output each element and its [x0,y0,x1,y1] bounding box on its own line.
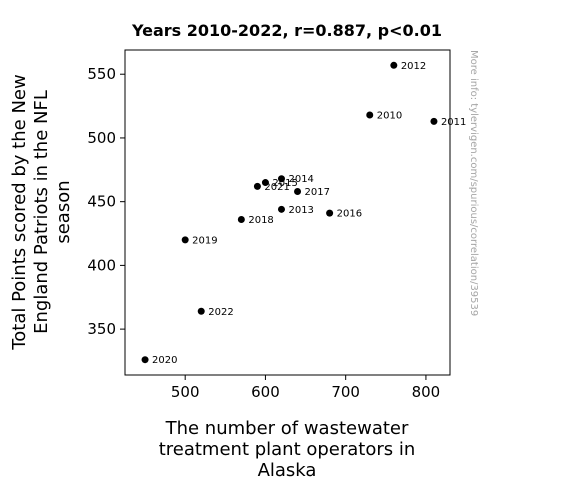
point-label: 2022 [208,307,233,318]
y-axis-title: Total Points scored by the NewEngland Pa… [9,74,74,350]
x-axis-title: The number of wastewater treatment plant … [159,418,416,481]
watermark-text: More info: tylervigen.com/spurious/corre… [468,50,479,316]
y-tick-label: 550 [87,65,116,83]
data-point [181,236,189,244]
y-tick-label: 450 [87,193,116,211]
data-point [253,182,261,190]
data-point [197,307,205,315]
y-tick-label: 400 [87,256,116,274]
x-tick-label: 700 [331,383,360,401]
point-label: 2011 [441,117,466,128]
data-point [390,61,398,69]
data-point [326,209,334,217]
data-point [430,117,438,125]
x-tick-label: 500 [171,383,200,401]
x-axis-label: The number of wastewater treatment plant … [159,418,416,481]
point-label: 2020 [152,355,177,366]
data-point [294,187,302,195]
y-axis-label: Total Points scored by the NewEngland Pa… [9,74,74,350]
point-label: 2019 [192,235,217,246]
x-axis: 500 600 700 800 [171,375,440,401]
point-label: 2016 [337,209,362,220]
data-point [277,175,285,183]
data-point [141,356,149,364]
y-axis: 350 400 450 500 550 [87,65,125,338]
y-tick-label: 350 [87,320,116,338]
chart-title: Years 2010-2022, r=0.887, p<0.01 [131,21,442,40]
point-label: 2013 [288,205,313,216]
point-label: 2010 [377,111,402,122]
point-label: 2012 [401,61,426,72]
point-label: 2015 [272,178,297,189]
point-label: 2014 [288,174,313,185]
plot-area [124,49,451,376]
point-label: 2018 [248,215,273,226]
y-tick-label: 500 [87,129,116,147]
data-point [277,205,285,213]
point-label: 2017 [305,187,330,198]
x-tick-label: 600 [251,383,280,401]
point-label: 2021 [264,182,289,193]
data-point [366,111,374,119]
data-point [261,179,269,187]
data-point [237,216,245,224]
x-tick-label: 800 [412,383,441,401]
